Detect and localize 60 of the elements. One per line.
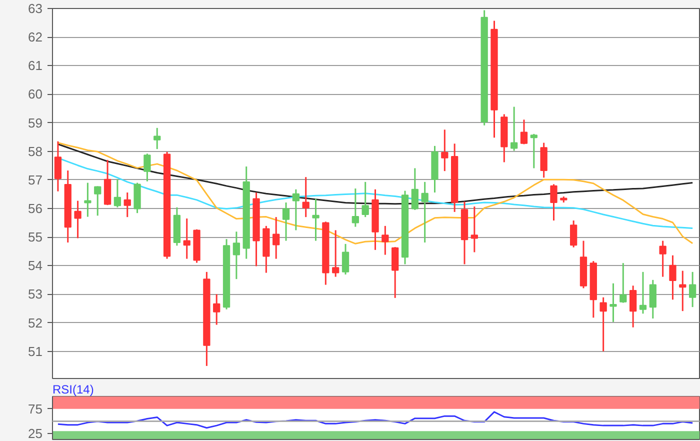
y-tick-label: 53 xyxy=(28,286,43,302)
candlestick xyxy=(610,282,617,323)
candlestick xyxy=(312,198,320,242)
candlestick xyxy=(441,128,448,172)
candlestick xyxy=(540,142,548,178)
candlestick xyxy=(382,225,389,256)
candlestick xyxy=(550,183,558,222)
candlestick xyxy=(411,167,418,211)
candlestick xyxy=(659,240,666,278)
candlestick xyxy=(74,200,82,239)
candlestick xyxy=(232,230,240,280)
candlestick xyxy=(213,293,220,326)
line-series xyxy=(57,142,694,244)
y-tick-label: 52 xyxy=(28,315,43,330)
line-series xyxy=(57,411,694,429)
candlestick xyxy=(669,254,676,300)
candlestick xyxy=(154,127,161,150)
candlestick xyxy=(510,106,518,152)
y-tick-label: 54 xyxy=(28,258,43,274)
y-tick-label: 58 xyxy=(28,144,43,159)
candlestick xyxy=(124,192,131,218)
candlestick xyxy=(620,262,627,304)
candlestick xyxy=(639,271,647,314)
candlestick xyxy=(332,229,340,278)
candlestick xyxy=(600,296,607,352)
candlestick xyxy=(470,206,478,253)
y-tick-label: 55 xyxy=(28,230,43,245)
candlestick xyxy=(649,279,656,320)
candlestick xyxy=(94,185,102,216)
y-tick-label: 57 xyxy=(28,172,43,188)
y-tick-label: 25 xyxy=(28,426,43,441)
candlestick xyxy=(530,133,538,169)
candlestick xyxy=(282,202,290,242)
chart-title: RSI(14) xyxy=(52,382,94,396)
candlestick xyxy=(342,243,350,276)
y-tick-label: 59 xyxy=(28,115,43,130)
candlestick xyxy=(629,284,637,328)
y-tick-label: 56 xyxy=(28,201,43,216)
candlestick xyxy=(114,178,122,208)
y-tick-label: 51 xyxy=(28,344,43,359)
candlestick xyxy=(302,176,310,218)
candlestick xyxy=(54,140,62,192)
candlestick xyxy=(144,152,151,182)
candlestick xyxy=(679,270,686,312)
candlestick xyxy=(520,118,528,145)
candlestick xyxy=(392,246,399,299)
candlestick xyxy=(183,218,190,260)
candlestick xyxy=(352,188,359,228)
y-tick-label: 61 xyxy=(28,58,43,74)
candlestick xyxy=(421,181,428,244)
y-tick-label: 62 xyxy=(28,30,43,45)
candlestick xyxy=(570,220,578,248)
candlestick xyxy=(362,181,369,218)
y-tick-label: 60 xyxy=(28,86,43,102)
candlestick xyxy=(292,188,300,231)
candlestick xyxy=(272,216,280,260)
candlestick xyxy=(688,271,696,308)
y-tick-label: 63 xyxy=(28,1,43,16)
candlestick xyxy=(84,182,92,218)
y-tick-label: 75 xyxy=(28,401,43,416)
